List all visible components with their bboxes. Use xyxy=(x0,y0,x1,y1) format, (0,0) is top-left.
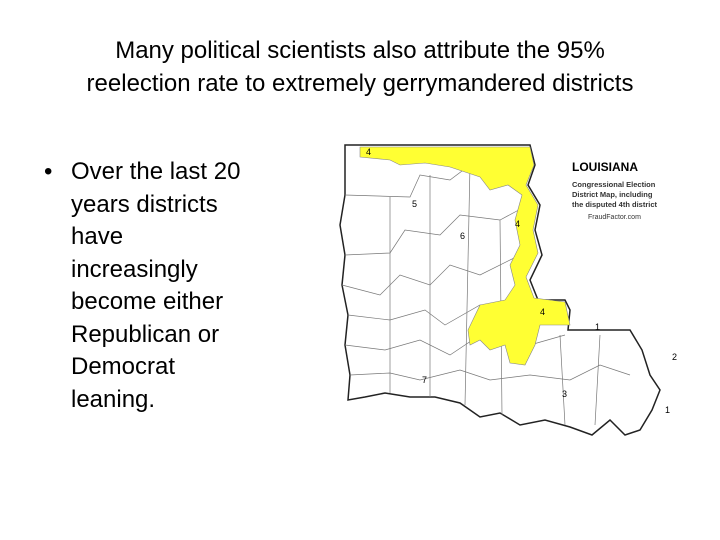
district-label: 3 xyxy=(562,389,567,399)
bullet-text: Over the last 20 years districts have incre… xyxy=(71,156,240,416)
district-label: 1 xyxy=(665,405,670,415)
district-label: 4 xyxy=(515,219,520,229)
bullet-line: Over the last 20 xyxy=(71,158,241,185)
map-caption: the disputed 4th district xyxy=(572,200,658,209)
bullet-line: years districts xyxy=(71,190,218,218)
title-line: Many political scientists also attribute… xyxy=(115,37,605,64)
map-heading: LOUISIANA xyxy=(572,160,638,174)
bullet-line: Democrat xyxy=(71,353,176,380)
bullet-line: leaning. xyxy=(71,385,156,413)
district-label: 4 xyxy=(540,307,545,317)
map-caption: District Map, including xyxy=(572,190,653,199)
district-label: 1 xyxy=(595,322,600,332)
bullet-line: increasingly xyxy=(71,255,198,283)
slide-title: Many political scientists also attribute… xyxy=(0,34,720,100)
map-legend: LOUISIANA Congressional Election Distric… xyxy=(572,160,658,221)
bullet-dot: • xyxy=(44,158,53,185)
bullet-line: have xyxy=(71,223,124,250)
state-outline xyxy=(339,144,661,436)
bullet-line: Republican or xyxy=(71,320,220,348)
map-caption: Congressional Election xyxy=(572,180,656,189)
district-label: 5 xyxy=(412,199,417,209)
bullet-line: become either xyxy=(71,288,224,315)
map-credit: FraudFactor.com xyxy=(588,214,641,221)
district-label: 4 xyxy=(366,147,371,157)
district-4-highlight xyxy=(359,146,571,366)
title-line: reelection rate to extremely gerrymander… xyxy=(86,70,634,97)
district-label: 7 xyxy=(422,375,427,385)
district-map: 4 5 6 4 4 1 2 7 3 1 xyxy=(339,144,677,436)
district-label: 6 xyxy=(460,231,465,241)
district-label: 2 xyxy=(672,352,677,362)
